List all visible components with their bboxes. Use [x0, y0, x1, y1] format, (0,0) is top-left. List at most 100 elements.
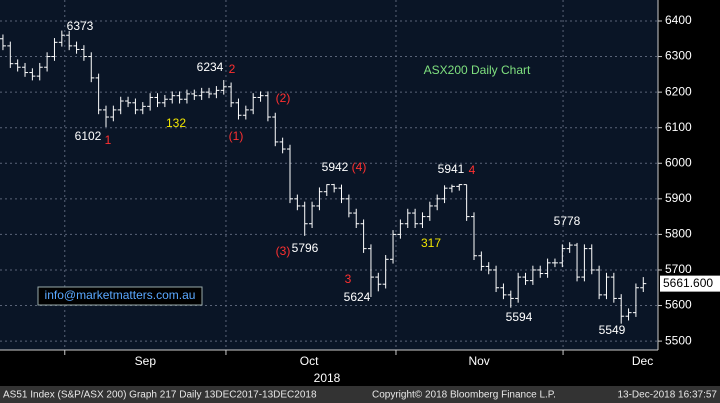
annotation: 6102	[75, 129, 102, 143]
ohlc-bar	[264, 91, 271, 122]
x-tick-label: Oct	[300, 354, 319, 368]
ohlc-bar	[581, 244, 588, 282]
ohlc-bar	[88, 52, 95, 83]
contact-box	[37, 286, 203, 306]
y-tick-label: 6300	[665, 49, 692, 63]
ohlc-bar	[161, 94, 168, 108]
ohlc-bar	[206, 87, 213, 99]
ohlc-bar	[529, 265, 536, 285]
ohlc-bar	[7, 41, 14, 68]
ohlc-bar	[250, 93, 257, 115]
annotation: 2	[229, 62, 236, 76]
ohlc-bar	[44, 52, 51, 72]
ohlc-bar	[228, 82, 235, 108]
year-label: 2018	[314, 371, 341, 385]
ohlc-bar	[29, 68, 36, 81]
annotation: 5796	[292, 241, 319, 255]
ohlc-bar	[323, 184, 330, 196]
y-tick-label: 5800	[665, 227, 692, 241]
ohlc-bar	[478, 251, 485, 271]
ohlc-bar	[316, 187, 323, 211]
footer-timestamp: 13-Dec-2018 16:37:57	[617, 390, 717, 401]
ohlc-bar	[66, 30, 73, 51]
last-price-box	[660, 275, 720, 292]
ohlc-bar	[625, 308, 632, 321]
ohlc-bar	[213, 86, 220, 99]
annotation: 5624	[344, 290, 371, 304]
annotation: 6373	[67, 19, 94, 33]
footer-left: AS51 Index (S&P/ASX 200) Graph 217 Daily…	[3, 390, 317, 401]
ohlc-bar	[73, 41, 80, 54]
contact: info@marketmatters.com.au	[45, 288, 196, 302]
y-tick-label: 6000	[665, 155, 692, 169]
y-tick-label: 6100	[665, 120, 692, 134]
ohlc-bar	[441, 185, 448, 204]
ohlc-bar	[58, 30, 65, 47]
y-tick-label: 5500	[665, 333, 692, 347]
ohlc-bar	[132, 98, 139, 115]
ohlc-bar	[588, 244, 595, 275]
annotation: 317	[421, 236, 441, 250]
ohlc-bar	[382, 255, 389, 289]
ohlc-bar	[301, 201, 308, 236]
ohlc-bar	[257, 91, 264, 102]
ohlc-bar	[493, 265, 500, 293]
ohlc-bar	[102, 105, 109, 127]
annotation: 5549	[599, 323, 626, 337]
ohlc-bar	[632, 283, 639, 317]
ohlc-bar	[559, 244, 566, 268]
ohlc-bar	[235, 98, 242, 120]
ohlc-bar	[610, 272, 617, 303]
annotation: 5942	[322, 160, 349, 174]
annotation: 5594	[506, 310, 533, 324]
ohlc-bar	[353, 208, 360, 228]
ohlc-bar	[500, 283, 507, 300]
ohlc-bar	[110, 105, 117, 122]
ohlc-bar	[22, 62, 29, 77]
annotation: (2)	[276, 91, 291, 105]
ohlc-bar	[419, 212, 426, 228]
ohlc-bar	[191, 89, 198, 100]
annotation: 5941	[438, 162, 465, 176]
ohlc-bar	[390, 230, 397, 264]
ohlc-bar	[51, 38, 58, 61]
ohlc-bar	[397, 219, 404, 239]
ohlc-bar	[286, 144, 293, 204]
ohlc-bar	[220, 80, 227, 95]
y-tick-label: 6200	[665, 84, 692, 98]
ohlc-bar	[176, 91, 183, 104]
ohlc-bar	[463, 184, 470, 221]
ohlc-bar	[375, 272, 382, 292]
x-tick-label: Nov	[468, 354, 489, 368]
y-tick-label: 5900	[665, 191, 692, 205]
annotation: 3	[345, 272, 352, 286]
footer-copyright: Copyright© 2018 Bloomberg Finance L.P.	[372, 390, 556, 401]
annotation: 5778	[554, 214, 581, 228]
annotation: (4)	[352, 160, 367, 174]
footer-bar	[0, 386, 720, 403]
ohlc-bar	[331, 183, 338, 193]
ohlc-bar	[0, 34, 6, 51]
annotation: 4	[469, 163, 476, 177]
ohlc-bar	[169, 91, 176, 104]
ohlc-bar	[537, 265, 544, 278]
ohlc-bar	[426, 201, 433, 221]
ohlc-bar	[14, 59, 21, 72]
x-tick-label: Sep	[135, 354, 157, 368]
ohlc-bar	[183, 89, 190, 104]
ohlc-bar	[117, 96, 124, 115]
ohlc-bar	[139, 102, 146, 115]
ohlc-bar	[603, 272, 610, 300]
ohlc-bar	[485, 262, 492, 275]
x-tick-label: Dec	[632, 354, 653, 368]
ohlc-bar	[434, 194, 441, 211]
ohlc-bar	[470, 212, 477, 261]
ohlc-bar	[80, 45, 87, 61]
y-tick-label: 5600	[665, 298, 692, 312]
ohlc-bar	[551, 258, 558, 268]
annotation: (1)	[229, 129, 244, 143]
ohlc-bar	[294, 194, 301, 211]
ohlc-bar	[507, 290, 514, 308]
ohlc-bar	[448, 184, 455, 193]
